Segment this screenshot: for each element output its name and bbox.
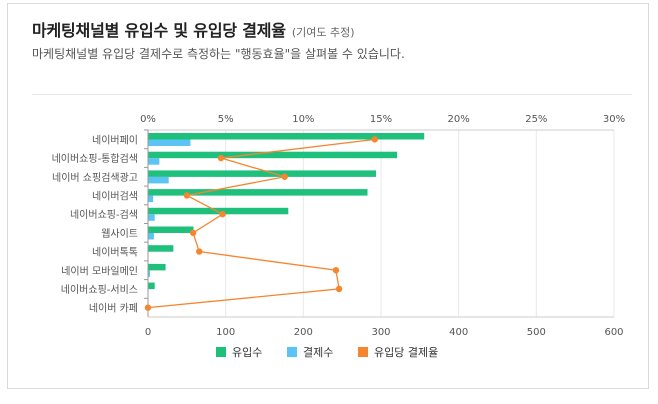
bar-inflow — [148, 133, 425, 140]
category-label: 네이버검색 — [92, 190, 138, 202]
legend-swatch — [216, 347, 226, 357]
bar-inflow — [148, 207, 289, 215]
legend-swatch — [287, 347, 297, 357]
category-label: 네이버 카페 — [89, 303, 138, 315]
line-point — [332, 267, 340, 274]
x-top-tick-label: 10% — [292, 114, 314, 125]
category-label: 네이버쇼핑-검색 — [70, 209, 138, 221]
bar-line-chart: 0 100 200 300 400 500 600 0% 5% 10% 15% 20% 25% 30% 네이… — [52, 114, 626, 359]
category-label: 네이버쇼핑-서비스 — [61, 284, 138, 296]
title-row: 마케팅채널별 유입수 및 유입당 결제율 (기여도 추정) — [32, 17, 355, 41]
line-point — [217, 154, 225, 162]
series-line-conversion-rate — [147, 138, 375, 309]
bar-inflow — [148, 189, 368, 196]
category-label: 네이버 모바일메인 — [61, 265, 138, 277]
line-point — [196, 248, 203, 255]
x-bottom-tick-label: 400 — [449, 327, 468, 338]
x-bottom-tick-label: 600 — [604, 327, 623, 338]
x-top-tick-label: 25% — [525, 114, 547, 125]
x-bottom-tick-label: 300 — [371, 327, 390, 338]
bar-payment — [148, 158, 160, 165]
category-label: 웹사이트 — [101, 228, 138, 240]
x-bottom-tick-label: 100 — [216, 327, 235, 338]
x-top-tick-label: 20% — [448, 114, 470, 125]
bar-inflow — [148, 263, 166, 271]
line-point — [219, 210, 226, 218]
header-divider — [32, 94, 632, 95]
line-point — [189, 229, 197, 237]
line-point — [335, 285, 343, 293]
category-label: 네이버쇼핑-통합검색 — [52, 153, 138, 165]
line-point — [183, 192, 191, 199]
bar-inflow — [148, 245, 174, 252]
chart-title-note: (기여도 추정) — [291, 26, 355, 39]
bar-payment — [148, 195, 154, 203]
x-top-tick-label: 30% — [603, 114, 625, 125]
chart-title: 마케팅채널별 유입수 및 유입당 결제율 — [32, 21, 286, 40]
category-label: 네이버톡톡 — [92, 247, 138, 259]
bar-payment — [148, 214, 155, 221]
bar-inflow — [148, 170, 377, 177]
x-bottom-tick-label: 200 — [294, 327, 313, 338]
chart-panel: 마케팅채널별 유입수 및 유입당 결제율 (기여도 추정) 마케팅채널별 유입당 … — [7, 3, 649, 389]
legend-label: 결제수 — [303, 346, 333, 359]
line-point — [371, 136, 378, 143]
line-point — [281, 173, 288, 180]
legend-label: 유입수 — [232, 346, 262, 359]
bar-inflow — [148, 151, 398, 159]
bar-payment — [148, 270, 151, 277]
x-top-tick-label: 5% — [218, 114, 234, 125]
bar-payment — [148, 176, 169, 184]
bar-payment — [148, 139, 191, 146]
x-top-tick-label: 15% — [370, 114, 392, 125]
category-label: 네이버페이 — [92, 134, 138, 146]
legend-label: 유입당 결제율 — [374, 346, 438, 359]
line-point — [144, 304, 152, 311]
chart-subtitle: 마케팅채널별 유입당 결제수로 측정하는 "행동효율"을 살펴볼 수 있습니다. — [32, 47, 405, 61]
bar-inflow — [148, 226, 194, 233]
legend-swatch — [358, 347, 368, 357]
bar-inflow — [148, 282, 155, 290]
category-label: 네이버 쇼핑검색광고 — [52, 172, 138, 184]
bar-payment — [148, 233, 154, 240]
x-bottom-tick-label: 500 — [527, 327, 546, 338]
x-top-tick-label: 0% — [140, 114, 156, 125]
x-bottom-tick-label: 0 — [145, 327, 151, 338]
